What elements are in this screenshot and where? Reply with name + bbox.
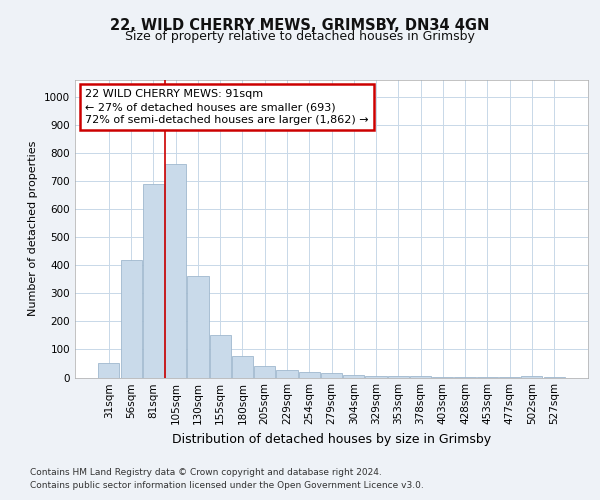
Text: 22, WILD CHERRY MEWS, GRIMSBY, DN34 4GN: 22, WILD CHERRY MEWS, GRIMSBY, DN34 4GN	[110, 18, 490, 32]
Bar	[365, 376, 386, 378]
Bar	[277, 370, 298, 378]
X-axis label: Distribution of detached houses by size in Grimsby: Distribution of detached houses by size …	[172, 433, 491, 446]
Text: 22 WILD CHERRY MEWS: 91sqm
← 27% of detached houses are smaller (693)
72% of sem: 22 WILD CHERRY MEWS: 91sqm ← 27% of deta…	[85, 89, 369, 126]
Bar	[121, 260, 142, 378]
Y-axis label: Number of detached properties: Number of detached properties	[28, 141, 38, 316]
Bar	[521, 376, 542, 378]
Bar	[98, 364, 119, 378]
Bar	[388, 376, 409, 378]
Text: Contains HM Land Registry data © Crown copyright and database right 2024.: Contains HM Land Registry data © Crown c…	[30, 468, 382, 477]
Bar	[143, 184, 164, 378]
Bar	[321, 374, 342, 378]
Text: Contains public sector information licensed under the Open Government Licence v3: Contains public sector information licen…	[30, 480, 424, 490]
Text: Size of property relative to detached houses in Grimsby: Size of property relative to detached ho…	[125, 30, 475, 43]
Bar	[299, 372, 320, 378]
Bar	[454, 377, 476, 378]
Bar	[254, 366, 275, 378]
Bar	[232, 356, 253, 378]
Bar	[343, 374, 364, 378]
Bar	[165, 164, 186, 378]
Bar	[209, 336, 231, 378]
Bar	[187, 276, 209, 378]
Bar	[432, 376, 454, 378]
Bar	[410, 376, 431, 378]
